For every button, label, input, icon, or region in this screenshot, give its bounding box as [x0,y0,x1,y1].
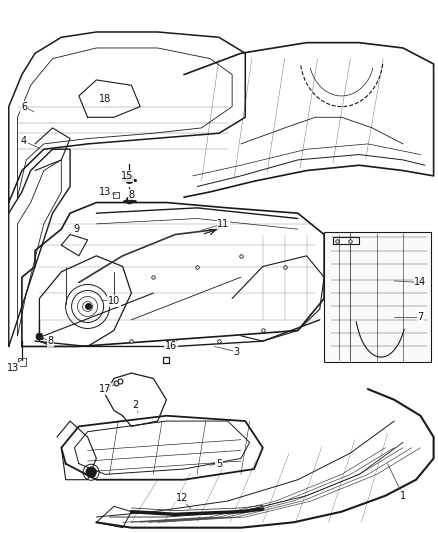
Text: 14: 14 [414,278,427,287]
Circle shape [86,467,96,477]
Text: 9: 9 [74,224,80,234]
Text: 4: 4 [21,136,27,146]
Text: 17: 17 [99,384,111,394]
Text: 15: 15 [121,171,133,181]
Text: 2: 2 [133,400,139,410]
Text: 5: 5 [216,459,222,469]
Text: 16: 16 [165,342,177,351]
Text: 8: 8 [128,190,134,199]
Text: 6: 6 [21,102,27,111]
Text: 8: 8 [47,336,53,346]
Text: 13: 13 [7,363,19,373]
Text: 18: 18 [99,94,111,103]
Text: 7: 7 [417,312,424,322]
Text: 1: 1 [400,491,406,500]
Text: 12: 12 [176,494,188,503]
Text: 10: 10 [108,296,120,306]
Text: 13: 13 [99,187,111,197]
Text: 11: 11 [217,219,230,229]
Bar [324,232,431,362]
Text: 3: 3 [233,347,240,357]
